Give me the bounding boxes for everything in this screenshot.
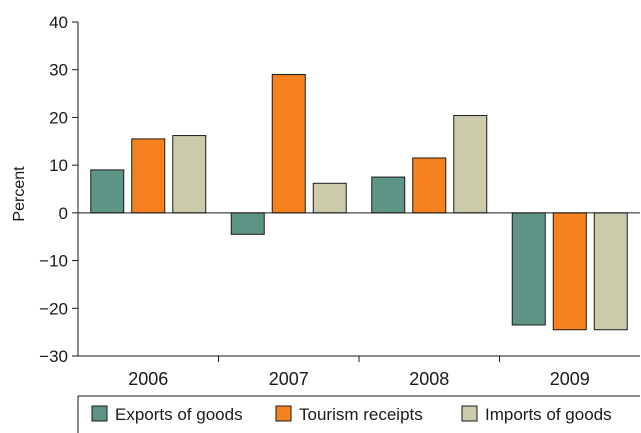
x-category-label: 2006 xyxy=(128,369,168,389)
legend-swatch xyxy=(91,405,108,422)
bar xyxy=(312,182,347,214)
y-tick-label: 20 xyxy=(49,108,68,127)
legend-label: Exports of goods xyxy=(115,405,243,424)
x-category-label: 2008 xyxy=(409,369,449,389)
bar xyxy=(511,212,546,326)
bar xyxy=(412,157,447,214)
bar xyxy=(230,212,265,235)
y-tick-label: 10 xyxy=(49,156,68,175)
legend: Exports of goods Tourism receipts Imports … xyxy=(77,395,640,433)
bar xyxy=(271,73,306,214)
bar xyxy=(90,169,125,214)
x-category-label: 2009 xyxy=(550,369,590,389)
legend-label: Imports of goods xyxy=(485,405,612,424)
bar xyxy=(552,212,587,331)
bar xyxy=(172,135,207,214)
legend-swatch xyxy=(461,405,478,422)
y-tick-label: −30 xyxy=(39,347,68,366)
y-tick-label: −20 xyxy=(39,299,68,318)
y-axis-label: Percent xyxy=(11,166,28,222)
bars xyxy=(90,73,628,331)
y-tick-label: 30 xyxy=(49,61,68,80)
y-tick-label: 40 xyxy=(49,13,68,32)
x-category-label: 2007 xyxy=(269,369,309,389)
bar xyxy=(371,176,406,214)
category-labels: 2006 2007 2008 2009 xyxy=(128,369,590,389)
bar xyxy=(453,115,488,214)
bar xyxy=(593,212,628,331)
legend-label: Tourism receipts xyxy=(299,405,423,424)
y-tick-label: −10 xyxy=(39,252,68,271)
x-axis xyxy=(78,212,640,362)
legend-swatch xyxy=(275,405,292,422)
bar xyxy=(131,138,166,214)
y-axis: 40 30 20 10 0 −10 −20 −30 xyxy=(39,13,79,366)
y-tick-label: 0 xyxy=(59,204,68,223)
